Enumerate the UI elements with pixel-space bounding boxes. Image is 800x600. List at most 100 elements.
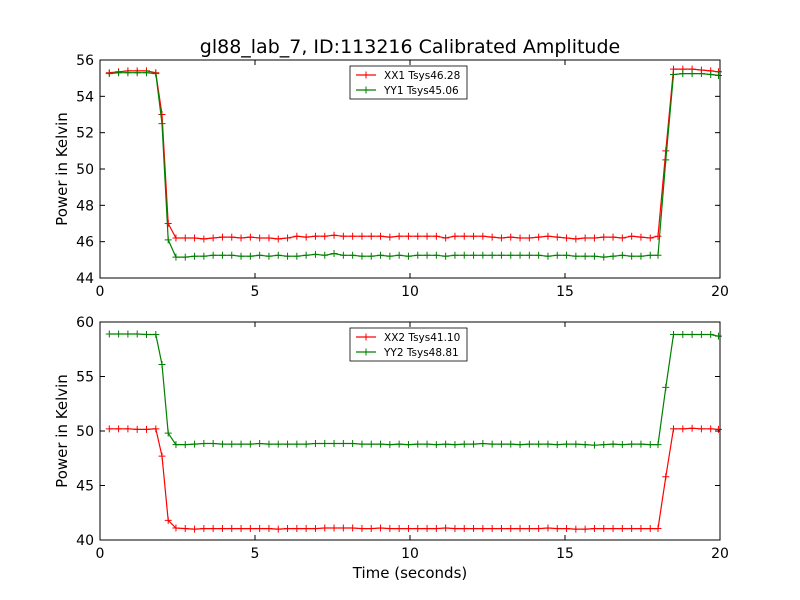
data-point: [311, 232, 319, 240]
data-point: [507, 251, 515, 259]
data-point: [697, 331, 705, 339]
data-point: [284, 234, 292, 242]
data-point: [228, 251, 236, 259]
data-point: [432, 251, 440, 259]
data-point: [143, 69, 150, 77]
data-point: [181, 234, 189, 242]
data-point: [105, 330, 113, 338]
data-point: [158, 452, 166, 460]
data-point: [209, 251, 217, 259]
data-point: [265, 440, 273, 448]
legend-label: XX1 Tsys46.28: [384, 70, 460, 82]
data-point: [293, 232, 301, 240]
data-point: [321, 440, 329, 448]
data-point: [507, 525, 515, 533]
data-point: [302, 251, 310, 259]
data-point: [646, 441, 654, 449]
data-point: [386, 233, 394, 241]
data-point: [544, 524, 552, 532]
data-point: [218, 440, 226, 448]
data-point: [488, 251, 496, 259]
data-point: [662, 473, 670, 481]
data-point: [330, 524, 338, 532]
data-point: [581, 234, 589, 242]
data-point: [349, 440, 357, 448]
data-point: [451, 441, 459, 449]
data-point: [516, 251, 524, 259]
data-point: [164, 429, 172, 437]
data-point: [609, 440, 617, 448]
data-point: [358, 252, 366, 260]
data-point: [628, 232, 636, 240]
data-point: [662, 147, 670, 155]
data-point: [544, 440, 552, 448]
data-point: [497, 234, 505, 242]
data-point: [488, 233, 496, 241]
data-point: [256, 525, 264, 533]
data-point: [143, 331, 150, 339]
data-point: [563, 525, 571, 533]
data-point: [516, 441, 524, 449]
data-point: [618, 525, 626, 533]
data-point: [274, 440, 282, 448]
y-tick-label: 50: [76, 162, 94, 178]
data-point: [479, 525, 487, 533]
data-point: [274, 525, 282, 533]
data-point: [535, 233, 543, 241]
x-tick-label: 0: [96, 546, 105, 562]
data-point: [367, 525, 375, 533]
data-point: [330, 249, 338, 257]
data-point: [581, 441, 589, 449]
data-point: [497, 251, 505, 259]
data-point: [293, 525, 301, 533]
data-point: [404, 525, 412, 533]
data-point: [479, 251, 487, 259]
legend-marker: [362, 333, 370, 341]
data-point: [200, 252, 208, 260]
data-point: [367, 232, 375, 240]
data-point: [670, 331, 677, 339]
data-point: [535, 251, 543, 259]
data-point: [349, 524, 357, 532]
data-point: [590, 252, 598, 260]
data-point: [124, 330, 132, 338]
data-point: [209, 234, 217, 242]
x-tick-label: 10: [401, 546, 419, 562]
data-point: [507, 233, 515, 241]
data-point: [600, 233, 608, 241]
data-point: [172, 253, 180, 261]
data-point: [654, 441, 662, 449]
data-point: [637, 440, 645, 448]
data-point: [460, 251, 468, 259]
data-point: [609, 233, 617, 241]
x-tick-label: 10: [401, 284, 419, 300]
data-point: [507, 440, 515, 448]
data-point: [181, 525, 189, 533]
data-point: [321, 524, 329, 532]
y-tick-label: 48: [76, 198, 94, 214]
data-point: [237, 234, 245, 242]
data-point: [293, 252, 301, 260]
data-point: [525, 234, 533, 242]
data-point: [553, 233, 561, 241]
data-point: [600, 253, 608, 261]
data-point: [311, 250, 319, 258]
data-point: [158, 361, 166, 369]
data-point: [152, 425, 160, 433]
x-tick-label: 5: [251, 284, 260, 300]
data-point: [330, 440, 338, 448]
data-point: [228, 233, 236, 241]
data-point: [311, 440, 319, 448]
data-point: [115, 330, 123, 338]
data-point: [172, 441, 180, 449]
data-point: [115, 69, 123, 77]
x-tick-label: 5: [251, 546, 260, 562]
x-tick-label: 15: [556, 546, 574, 562]
data-point: [414, 251, 422, 259]
data-point: [442, 440, 450, 448]
data-point: [133, 425, 141, 433]
subplot-2: 0 5 10 15 20 40 45 50 55 60 Power in Kelvin XX2 Tsy…: [53, 315, 729, 562]
data-point: [414, 232, 422, 240]
data-point: [133, 330, 141, 338]
